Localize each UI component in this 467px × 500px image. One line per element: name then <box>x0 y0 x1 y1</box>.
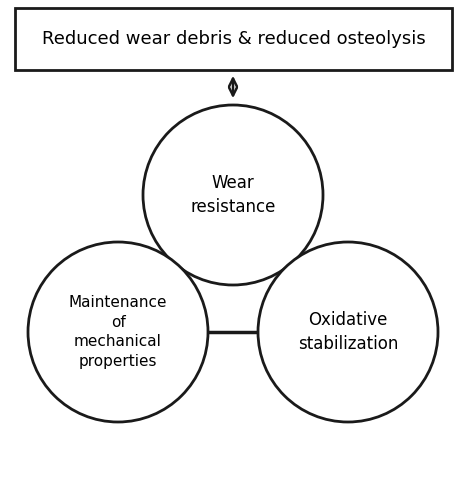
FancyBboxPatch shape <box>15 8 452 70</box>
Text: Reduced wear debris & reduced osteolysis: Reduced wear debris & reduced osteolysis <box>42 30 425 48</box>
Text: Wear
resistance: Wear resistance <box>191 174 276 216</box>
Circle shape <box>143 105 323 285</box>
Text: Maintenance
of
mechanical
properties: Maintenance of mechanical properties <box>69 295 167 369</box>
Circle shape <box>258 242 438 422</box>
Text: Oxidative
stabilization: Oxidative stabilization <box>298 311 398 353</box>
Circle shape <box>28 242 208 422</box>
